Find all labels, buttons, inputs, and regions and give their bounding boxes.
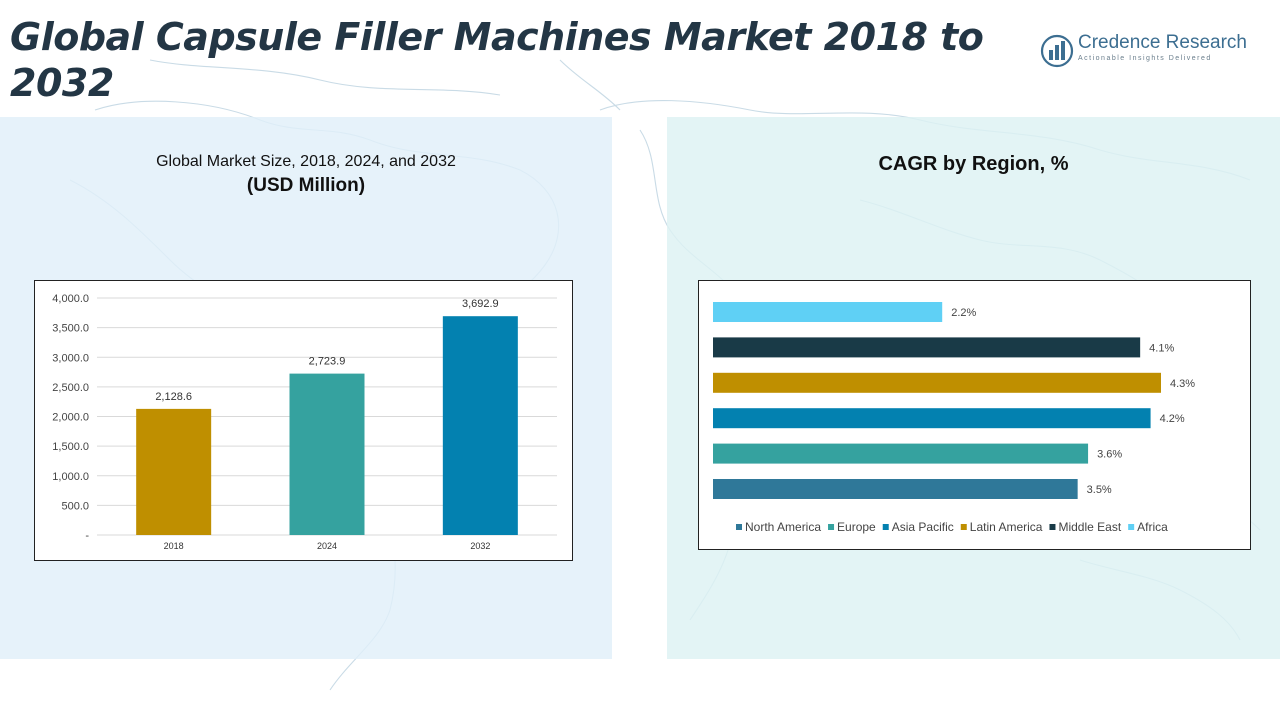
y-tick-label: 3,000.0 bbox=[52, 352, 89, 364]
bar-value-label: 2.2% bbox=[951, 307, 976, 319]
cagr-horizontal-bar-chart: 3.5% 3.6% 4.2% 4.3% 4.1% 2.2% North America Eur… bbox=[713, 302, 1195, 534]
y-tick-label: 2,000.0 bbox=[52, 412, 89, 424]
legend-label: Africa bbox=[1137, 520, 1168, 534]
bar-2018 bbox=[136, 408, 212, 535]
cagr-title: CAGR by Region, % bbox=[878, 153, 1069, 175]
brand-logo[interactable]: Credence Research Actionable Insights De… bbox=[1040, 32, 1270, 72]
legend-label: Asia Pacific bbox=[892, 520, 954, 534]
bar-value-label: 3.6% bbox=[1097, 449, 1122, 461]
market-size-chart-frame: - 500.0 1,000.0 1,500.0 2,000.0 2,500.0 3,000.… bbox=[34, 280, 573, 561]
y-tick-label: 500.0 bbox=[61, 500, 89, 512]
bar-value-label: 4.1% bbox=[1149, 342, 1174, 354]
bar-latin-america bbox=[713, 372, 1161, 393]
legend-label: North America bbox=[745, 520, 821, 534]
legend-label: Europe bbox=[837, 520, 876, 534]
legend-label: Middle East bbox=[1058, 520, 1121, 534]
y-tick-label: 1,000.0 bbox=[52, 471, 89, 483]
bar-value-label: 2,128.6 bbox=[155, 391, 192, 403]
market-size-title: Global Market Size, 2018, 2024, and 2032 bbox=[156, 153, 456, 170]
cagr-chart-frame: 3.5% 3.6% 4.2% 4.3% 4.1% 2.2% North America Eur… bbox=[698, 280, 1251, 550]
bar-value-label: 3,692.9 bbox=[462, 298, 499, 310]
bar-value-label: 2,723.9 bbox=[309, 356, 346, 368]
legend-label: Latin America bbox=[970, 520, 1043, 534]
bar-value-label: 4.2% bbox=[1160, 413, 1185, 425]
bar-2032 bbox=[442, 316, 518, 535]
bar-africa bbox=[713, 302, 943, 322]
page-title: Global Capsule Filler Machines Market 20… bbox=[10, 15, 984, 105]
legend-swatch bbox=[1128, 524, 1135, 530]
y-tick-label: 1,500.0 bbox=[52, 441, 89, 453]
y-tick-label: 4,000.0 bbox=[52, 293, 89, 305]
bar-value-label: 4.3% bbox=[1170, 378, 1195, 390]
y-tick-label: 3,500.0 bbox=[52, 323, 89, 335]
brand-name: Credence Research bbox=[1078, 32, 1247, 53]
legend-swatch bbox=[736, 524, 742, 530]
x-tick-label: 2032 bbox=[470, 541, 490, 551]
legend-swatch bbox=[882, 524, 889, 530]
bar-europe bbox=[713, 443, 1089, 464]
brand-tagline: Actionable Insights Delivered bbox=[1078, 55, 1212, 62]
market-size-bar-chart: - 500.0 1,000.0 1,500.0 2,000.0 2,500.0 3,000.… bbox=[52, 293, 557, 551]
legend-swatch bbox=[1049, 524, 1056, 530]
market-size-unit: (USD Million) bbox=[246, 175, 366, 196]
legend-swatch bbox=[828, 524, 835, 530]
bar-value-label: 3.5% bbox=[1087, 484, 1112, 496]
bar-asia-pacific bbox=[713, 408, 1151, 429]
x-tick-label: 2024 bbox=[317, 541, 337, 551]
bar-north-america bbox=[713, 479, 1078, 499]
bar-2024 bbox=[289, 373, 365, 535]
x-tick-label: 2018 bbox=[164, 541, 184, 551]
y-tick-label: 2,500.0 bbox=[52, 382, 89, 394]
bar-middle-east bbox=[713, 337, 1141, 358]
bar-chart-globe-icon bbox=[1040, 34, 1074, 68]
y-tick-label: - bbox=[85, 530, 89, 542]
legend-swatch bbox=[960, 524, 967, 530]
